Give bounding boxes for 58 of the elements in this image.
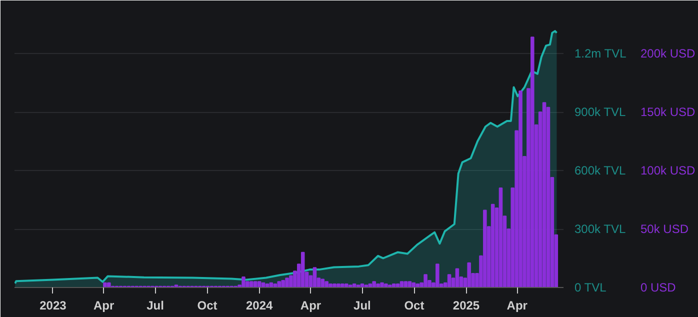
bar <box>340 283 344 288</box>
bar <box>376 283 380 288</box>
bar <box>416 283 420 288</box>
bar <box>332 283 336 288</box>
bar <box>300 252 305 288</box>
bar <box>242 276 246 288</box>
bar <box>380 282 384 288</box>
bar <box>498 188 503 288</box>
y2-tick-label: 50k USD <box>640 222 689 236</box>
bar <box>447 274 452 288</box>
bar <box>372 281 376 288</box>
x-tick-label: 2023 <box>40 298 67 312</box>
x-tick-label: Apr <box>506 298 528 312</box>
y-tick-label: 300k TVL <box>574 222 626 236</box>
y2-tick-label: 100k USD <box>640 164 696 178</box>
x-tick-label: 2024 <box>246 298 273 312</box>
bar <box>107 282 111 288</box>
y-tick-label: 1.2m TVL <box>574 46 627 60</box>
bar <box>328 283 332 288</box>
x-tick-label: Oct <box>404 298 424 312</box>
bar <box>384 283 388 288</box>
bar <box>103 282 107 288</box>
bar <box>436 264 440 288</box>
bar <box>336 283 340 288</box>
y2-tick-label: 150k USD <box>640 105 696 119</box>
bar <box>483 210 487 288</box>
y-tick-label: 600k TVL <box>574 164 626 178</box>
y-tick-label: 0 TVL <box>574 280 607 294</box>
bar <box>368 283 372 288</box>
x-tick-label: 2025 <box>452 298 480 312</box>
bar <box>250 281 254 288</box>
x-tick-label: Jul <box>354 298 371 312</box>
y-tick-label: 900k TVL <box>574 105 626 119</box>
x-tick-label: Apr <box>300 298 322 312</box>
bar <box>344 283 348 288</box>
bar <box>281 280 285 288</box>
bar <box>277 281 281 288</box>
bar <box>408 281 412 288</box>
bar <box>324 281 328 288</box>
bar <box>424 274 428 288</box>
bar <box>257 281 262 288</box>
x-tick-label: Apr <box>94 298 114 312</box>
bar <box>392 283 396 288</box>
bar <box>400 281 404 288</box>
bar <box>530 36 534 288</box>
bar <box>388 284 392 288</box>
y2-tick-label: 200k USD <box>640 46 696 60</box>
bar <box>253 281 258 288</box>
bar <box>455 268 460 288</box>
bar <box>312 267 317 288</box>
bar <box>285 278 289 288</box>
bar <box>467 262 471 288</box>
x-tick-label: Oct <box>197 298 218 312</box>
x-tick-label: Jul <box>146 298 164 312</box>
bar <box>542 102 546 288</box>
y2-tick-label: 0 USD <box>640 280 676 294</box>
bar <box>490 204 495 288</box>
bar <box>518 90 522 288</box>
